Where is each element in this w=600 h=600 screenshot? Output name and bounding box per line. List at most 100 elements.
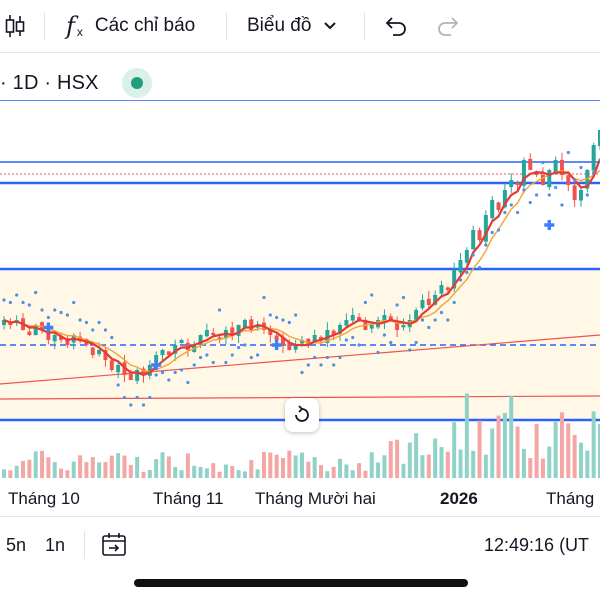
- sar-dot: [433, 318, 437, 322]
- candle-body: [306, 338, 311, 345]
- candle-body: [287, 343, 292, 350]
- candle-body: [33, 325, 38, 336]
- sar-dot: [389, 340, 393, 345]
- volume-bar: [306, 461, 311, 478]
- reset-icon: [295, 405, 309, 422]
- price-chart[interactable]: [0, 100, 600, 480]
- volume-bar: [553, 421, 558, 478]
- candle-body: [147, 365, 152, 376]
- candle-body: [230, 327, 235, 335]
- sar-dot: [173, 370, 177, 375]
- sar-dot: [294, 313, 298, 317]
- calendar-goto-icon[interactable]: [100, 531, 128, 564]
- top-toolbar: f x Các chỉ báo Biểu đồ: [0, 0, 600, 53]
- volume-bar: [363, 470, 368, 478]
- volume-bar: [78, 455, 83, 478]
- candle-body: [116, 365, 121, 373]
- volume-bar: [179, 470, 184, 478]
- candle-body: [211, 332, 216, 335]
- sar-dot: [15, 293, 19, 297]
- sar-dot: [401, 295, 406, 300]
- volume-bar: [230, 466, 235, 478]
- undo-icon[interactable]: [382, 0, 408, 52]
- candle-body: [59, 336, 64, 340]
- sar-dot: [186, 380, 190, 385]
- sar-dot: [281, 318, 285, 322]
- candles-icon[interactable]: [4, 0, 28, 52]
- time-axis[interactable]: Tháng 10 Tháng 11 Tháng Mười hai 2026 Th…: [0, 480, 600, 516]
- volume-bar: [147, 470, 152, 478]
- volume-bar: [515, 426, 520, 478]
- candle-body: [426, 298, 431, 305]
- volume-bar: [388, 441, 393, 478]
- sar-dot: [370, 293, 374, 297]
- volume-bar: [420, 455, 425, 478]
- volume-bar: [477, 420, 482, 478]
- volume-bar: [490, 428, 495, 478]
- volume-bar: [160, 452, 165, 478]
- reset-chart-button[interactable]: [285, 398, 319, 432]
- candle-body: [559, 159, 564, 175]
- range-5n-button[interactable]: 5n: [6, 535, 27, 555]
- chart-type-label: Biểu đồ: [247, 15, 312, 36]
- sar-dot: [262, 295, 266, 300]
- candle-body: [2, 320, 6, 325]
- volume-bar: [471, 450, 476, 478]
- volume-bar: [540, 458, 545, 478]
- candle-body: [369, 325, 374, 329]
- candle-body: [458, 260, 463, 273]
- candle-body: [515, 182, 520, 185]
- market-status-indicator[interactable]: [122, 68, 152, 98]
- sar-dot: [268, 313, 272, 317]
- candle-body: [344, 320, 349, 326]
- sar-dot: [496, 228, 501, 232]
- volume-bar: [458, 449, 463, 478]
- volume-bar: [65, 470, 70, 478]
- sar-dot: [236, 345, 241, 350]
- redo-icon[interactable]: [436, 0, 462, 52]
- sar-dot: [338, 355, 342, 360]
- volume-bar: [97, 462, 102, 478]
- chart-type-dropdown[interactable]: Biểu đồ: [247, 0, 339, 52]
- sar-dot: [198, 355, 203, 360]
- volume-bar: [217, 471, 222, 478]
- symbol-info[interactable]: · 1D · HSX: [0, 72, 99, 94]
- candle-body: [578, 190, 583, 201]
- candle-body: [540, 174, 545, 185]
- sar-dot: [427, 325, 431, 330]
- volume-bar: [141, 471, 146, 478]
- sar-dot: [243, 343, 247, 347]
- sar-dot: [490, 230, 494, 235]
- sar-dot: [541, 160, 545, 165]
- x-axis-label: Tháng 11: [153, 489, 224, 508]
- sar-dot: [452, 300, 456, 305]
- sar-dot: [256, 353, 260, 357]
- x-axis-label: 2026: [440, 489, 478, 508]
- candle-body: [109, 360, 114, 370]
- volume-bar: [344, 464, 349, 478]
- volume-bar: [40, 450, 45, 478]
- sar-dot: [116, 383, 120, 387]
- volume-bar: [90, 457, 95, 478]
- candle-body: [135, 370, 140, 381]
- range-1n-button[interactable]: 1n: [45, 535, 66, 555]
- indicators-button[interactable]: f x Các chỉ báo: [66, 0, 195, 52]
- volume-bar: [236, 470, 241, 478]
- sar-dot: [205, 353, 209, 357]
- sar-dot: [179, 368, 184, 372]
- clock-timezone[interactable]: 12:49:16 (UT: [484, 535, 590, 555]
- volume-bar: [14, 465, 19, 478]
- volume-bar: [407, 442, 412, 478]
- volume-bar: [591, 411, 596, 478]
- candle-body: [293, 345, 298, 350]
- volume-bar: [261, 452, 266, 478]
- volume-bar: [280, 458, 285, 478]
- sar-dot: [78, 318, 82, 322]
- candle-body: [471, 230, 476, 250]
- sar-dot: [458, 278, 463, 282]
- function-icon-sub: x: [76, 25, 83, 39]
- candle-body: [395, 321, 400, 330]
- candle-body: [300, 340, 304, 344]
- x-axis-label: Tháng: [546, 489, 595, 508]
- function-icon: f: [66, 12, 75, 40]
